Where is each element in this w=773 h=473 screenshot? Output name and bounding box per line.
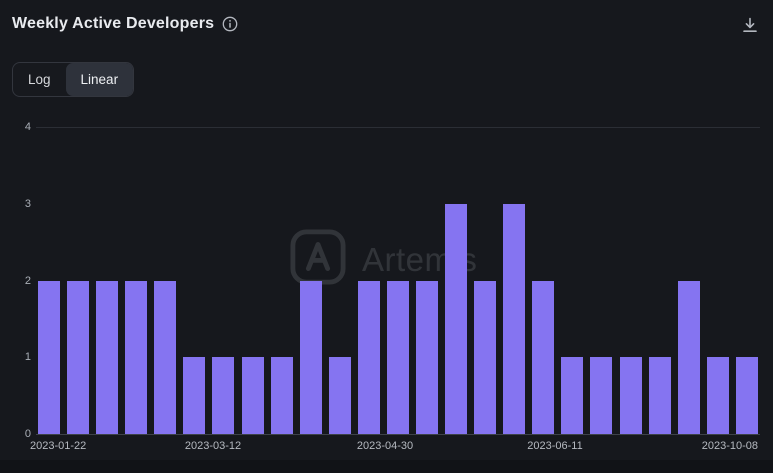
bar[interactable] [648, 357, 671, 434]
bar[interactable] [154, 280, 177, 434]
bar-series [38, 127, 758, 434]
y-axis-label: 1 [24, 351, 31, 364]
bar[interactable] [619, 357, 642, 434]
bar[interactable] [299, 280, 322, 434]
bar[interactable] [96, 280, 119, 434]
bottom-scroll-strip[interactable] [0, 460, 773, 473]
bar[interactable] [532, 280, 555, 434]
x-axis-label: 2023-03-12 [184, 440, 242, 452]
bar[interactable] [386, 280, 409, 434]
toggle-log-button[interactable]: Log [13, 63, 66, 96]
bar[interactable] [328, 357, 351, 434]
x-axis-label: 2023-06-11 [527, 440, 583, 452]
scale-toggle: Log Linear [12, 62, 135, 97]
y-axis: 0 1 2 3 4 [0, 121, 31, 440]
gridline [36, 127, 760, 128]
bar[interactable] [445, 203, 468, 434]
bar[interactable] [590, 357, 613, 434]
bar[interactable] [183, 357, 206, 434]
y-axis-label: 3 [24, 197, 31, 210]
chart-header: Weekly Active Developers [12, 15, 238, 33]
bar[interactable] [241, 357, 264, 434]
bar[interactable] [706, 357, 729, 434]
x-axis: 2023-01-22 2023-03-12 2023-04-30 2023-06-11… [0, 440, 773, 456]
bar[interactable] [561, 357, 584, 434]
y-axis-label: 0 [24, 428, 31, 440]
y-axis-label: 2 [24, 274, 31, 287]
bar[interactable] [270, 357, 293, 434]
bar[interactable] [677, 280, 700, 434]
bar[interactable] [212, 357, 235, 434]
bar[interactable] [67, 280, 90, 434]
x-axis-label: 2023-10-08 [701, 440, 758, 452]
bar[interactable] [125, 280, 148, 434]
bar[interactable] [416, 280, 439, 434]
x-axis-label: 2023-01-22 [30, 440, 87, 452]
bar[interactable] [503, 203, 526, 434]
bar[interactable] [357, 280, 380, 434]
toggle-linear-button[interactable]: Linear [65, 63, 134, 96]
bar[interactable] [474, 280, 497, 434]
bar[interactable] [735, 357, 758, 434]
bar[interactable] [38, 280, 60, 434]
plot-area [36, 127, 760, 435]
download-button[interactable] [737, 12, 763, 41]
y-axis-label: 4 [24, 121, 31, 133]
page-title: Weekly Active Developers [12, 15, 215, 32]
info-icon[interactable] [222, 16, 238, 32]
x-axis-label: 2023-04-30 [356, 440, 414, 452]
